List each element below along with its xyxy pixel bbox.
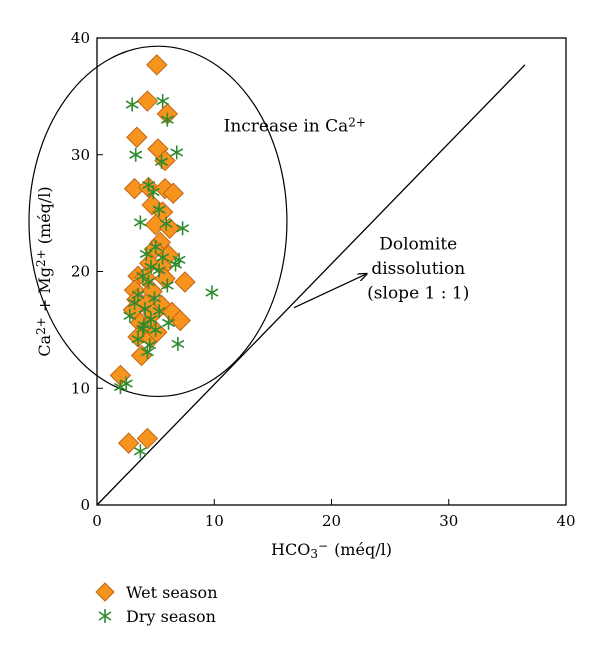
wet-season-point — [136, 427, 159, 450]
grouping-ellipse — [28, 45, 288, 398]
dry-season-point — [133, 444, 147, 459]
dry-season-point — [137, 318, 151, 333]
x-tick-label: 40 — [556, 512, 575, 530]
x-tick-label: 0 — [92, 512, 102, 530]
x-axis-title-unit: (méq/l) — [334, 540, 392, 559]
dolomite-line — [96, 64, 526, 506]
dry-season-point — [154, 154, 168, 169]
dry-season-point — [171, 336, 185, 351]
dry-season-point — [125, 97, 139, 112]
ticks-layer: 0 10 20 30 40 0 10 20 30 40 — [71, 29, 576, 530]
y-tick-label: 40 — [71, 29, 90, 47]
y-axis-title-ca-sup: 2+ — [34, 317, 48, 335]
diamond-icon — [95, 582, 115, 602]
dry-season-point — [149, 239, 163, 254]
y-tick-label: 0 — [80, 496, 90, 514]
dry-season-point — [119, 376, 133, 391]
x-axis-title-base: HCO — [271, 540, 310, 559]
y-tick-label: 10 — [71, 379, 90, 397]
dry-season-point — [152, 304, 166, 319]
annotation-dolomite-line2: dissolution — [371, 259, 465, 279]
dry-season-point — [159, 216, 173, 231]
annotation-dolomite-line1: Dolomite — [379, 234, 457, 254]
wet-season-point — [162, 182, 184, 204]
x-tick-label: 20 — [322, 512, 341, 530]
dry-season-point — [123, 308, 137, 323]
x-tick-label: 10 — [205, 512, 224, 530]
wet-season-point — [146, 54, 168, 76]
y-axis-title: Ca2+ + Mg2+ (méq/l) — [34, 186, 54, 356]
y-axis-title-unit: (méq/l) — [35, 186, 54, 249]
y-axis-title-mg-sup: 2+ — [34, 249, 48, 267]
dry-season-point — [176, 221, 190, 236]
dry-season-point — [162, 315, 176, 330]
dry-season-point — [205, 285, 219, 300]
dry-season-point — [140, 345, 154, 360]
legend: Wet season Dry season — [94, 580, 218, 628]
dry-season-point — [170, 145, 184, 160]
asterisk-icon — [98, 609, 112, 623]
dry-season-point — [136, 269, 150, 284]
x-tick-label: 30 — [439, 512, 458, 530]
dry-season-point — [160, 278, 174, 293]
dry-season-point — [129, 147, 143, 162]
dry-season-point — [139, 246, 153, 261]
annotation-increase-sup: 2+ — [348, 115, 366, 129]
x-axis-title: HCO3− (méq/l) — [271, 539, 392, 561]
points-layer — [109, 54, 219, 459]
dry-season-point — [142, 275, 156, 290]
legend-label-dry: Dry season — [126, 606, 216, 626]
dry-season-point — [138, 301, 152, 316]
annotation-arrow — [293, 274, 367, 309]
dry-season-point — [160, 112, 174, 127]
annotation-increase-base: Increase in Ca — [224, 116, 349, 136]
y-axis-title-ca: Ca — [35, 334, 54, 356]
dry-season-point — [169, 257, 183, 272]
dry-season-point — [146, 185, 160, 200]
dry-season-point — [131, 332, 145, 347]
ellipse-layer — [28, 45, 288, 398]
x-axis-title-sub: 3 — [310, 547, 318, 561]
dry-season-point — [152, 202, 166, 217]
x-axis-title-sup: − — [318, 539, 328, 553]
wet-season-point — [117, 432, 140, 454]
annotation-increase-ca: Increase in Ca2+ — [224, 115, 366, 136]
y-tick-label: 30 — [71, 146, 90, 164]
dry-season-point — [149, 322, 163, 337]
annotation-dolomite-line3: (slope 1 : 1) — [367, 283, 469, 303]
dry-season-point — [156, 94, 170, 109]
dry-season-point — [144, 312, 158, 327]
wet-season-point — [174, 271, 196, 293]
dry-season-point — [144, 259, 158, 274]
wet-season-point — [136, 90, 159, 112]
dry-season-point — [128, 296, 142, 311]
dry-season-point — [133, 215, 147, 230]
y-tick-label: 20 — [71, 263, 90, 281]
dry-season-point — [143, 338, 157, 353]
legend-item-wet: Wet season — [94, 580, 218, 604]
dry-season-point — [152, 263, 166, 278]
dry-season-point — [156, 250, 170, 265]
y-axis-title-mg: + Mg — [35, 267, 54, 317]
wet-season-point — [169, 309, 191, 332]
legend-item-dry: Dry season — [94, 604, 218, 628]
wet-season-point — [126, 126, 148, 148]
legend-label-wet: Wet season — [126, 582, 218, 602]
dry-season-point — [147, 291, 161, 306]
line-layer — [96, 64, 526, 506]
